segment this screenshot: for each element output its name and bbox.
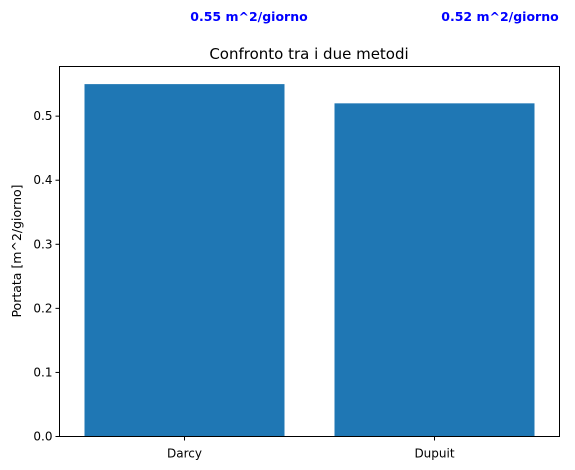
y-tick-label: 0.2 [33, 301, 52, 315]
y-tick-label: 0.5 [33, 109, 52, 123]
plot-frame [59, 66, 560, 437]
bar-darcy [84, 84, 285, 437]
annotation-dupuit: 0.52 m^2/giorno [441, 9, 559, 24]
bar-dupuit [334, 103, 535, 437]
annotation-darcy: 0.55 m^2/giorno [190, 9, 308, 24]
y-tick-label: 0.0 [33, 430, 52, 444]
chart-title: Confronto tra i due metodi [209, 45, 408, 63]
x-axis-ticks: Darcy Dupuit [167, 436, 455, 461]
y-axis-ticks: 0.0 0.1 0.2 0.3 0.4 0.5 [33, 109, 60, 444]
y-axis-label: Portata [m^2/giorno] [9, 184, 24, 317]
y-tick-label: 0.3 [33, 237, 52, 251]
bars-group [84, 84, 535, 437]
x-tick-label: Darcy [167, 447, 202, 461]
x-tick-label: Dupuit [414, 447, 454, 461]
y-tick-label: 0.4 [33, 173, 52, 187]
y-tick-label: 0.1 [33, 365, 52, 379]
